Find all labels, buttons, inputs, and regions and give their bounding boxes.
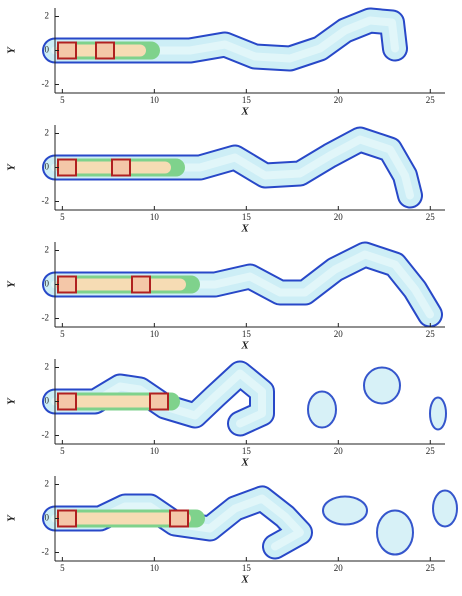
x-tick-label: 20 [334,212,344,222]
x-tick-label: 25 [426,212,436,222]
x-axis-label: X [240,340,249,352]
wake-core [56,512,191,525]
y-tick-label: -2 [42,196,50,206]
y-tick-label: 2 [45,11,50,21]
y-axis-label: Y [6,514,18,522]
wake-inner [51,16,399,63]
cylinder [57,158,77,177]
x-tick-label: 10 [150,329,160,339]
y-tick-label: 2 [45,479,50,489]
x-tick-label: 5 [60,212,65,222]
wake-inner [51,135,414,200]
cylinder [57,392,77,411]
y-axis-label: Y [6,280,18,288]
cylinder [95,41,115,60]
x-tick-label: 5 [60,95,65,105]
y-tick-label: -2 [42,313,50,323]
contour-panel [42,241,443,328]
x-axis-label: X [240,574,249,586]
x-tick-label: 10 [150,563,160,573]
contour-panel [42,7,408,72]
contour-panel [42,485,458,560]
x-tick-label: 20 [334,563,344,573]
y-tick-label: 2 [45,128,50,138]
x-tick-label: 25 [426,446,436,456]
y-tick-label: 0 [45,513,50,523]
cylinder [57,275,77,294]
vortex [432,489,458,528]
cylinder [149,392,169,411]
x-tick-label: 25 [426,95,436,105]
y-tick-label: -2 [42,430,50,440]
vortex [363,366,401,405]
x-tick-label: 20 [334,95,344,105]
x-axis-label: X [240,457,249,469]
y-axis-label: Y [6,46,18,54]
y-tick-label: 0 [45,279,50,289]
cylinder [57,41,77,60]
wake-inner [51,250,434,319]
cylinder [111,158,131,177]
y-tick-label: 0 [45,396,50,406]
x-tick-label: 10 [150,212,160,222]
x-tick-label: 5 [60,329,65,339]
x-tick-label: 15 [242,446,252,456]
vortex [376,509,414,556]
y-tick-label: -2 [42,79,50,89]
y-tick-label: 0 [45,45,50,55]
y-tick-label: 2 [45,362,50,372]
x-tick-label: 10 [150,95,160,105]
x-tick-label: 20 [334,446,344,456]
vortex [307,390,337,429]
cylinder [57,509,77,528]
x-tick-label: 5 [60,563,65,573]
x-axis-label: X [240,223,249,235]
cylinder [169,509,189,528]
y-tick-label: 0 [45,162,50,172]
x-tick-label: 15 [242,563,252,573]
x-axis-label: X [240,106,249,118]
y-tick-label: -2 [42,547,50,557]
vortex [429,396,447,431]
contour-panel [42,126,423,209]
cylinder [131,275,151,294]
contour-panel [42,360,447,437]
x-tick-label: 20 [334,329,344,339]
vortex [322,495,368,526]
x-tick-label: 25 [426,329,436,339]
x-tick-label: 15 [242,95,252,105]
wake-inner [51,369,266,428]
wake-core [56,395,166,408]
y-tick-label: 2 [45,245,50,255]
wake-core [56,278,186,291]
y-axis-label: Y [6,163,18,171]
x-tick-label: 25 [426,563,436,573]
x-tick-label: 5 [60,446,65,456]
x-tick-label: 15 [242,329,252,339]
y-axis-label: Y [6,397,18,405]
x-tick-label: 15 [242,212,252,222]
x-tick-label: 10 [150,446,160,456]
